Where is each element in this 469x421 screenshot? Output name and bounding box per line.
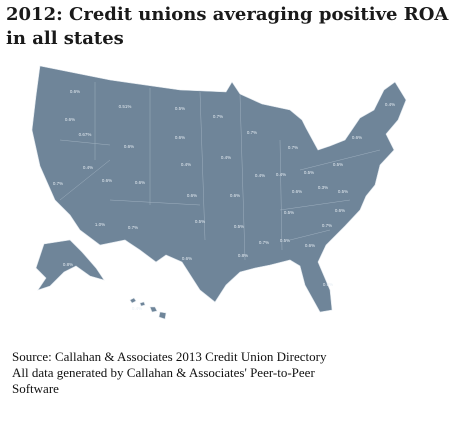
state-label: 0.6% — [70, 89, 80, 94]
state-labels: 0.6% 0.51% 0.5% 0.7% 0.6% 0.67% 0.6% 0.7% 0.7% 0.… — [53, 89, 395, 311]
state-borders — [59, 82, 381, 261]
state-label: 0.9% — [323, 282, 333, 287]
state-label: 0.8% — [238, 253, 248, 258]
state-label: 0.6% — [352, 135, 362, 140]
state-label: 0.4% — [276, 172, 286, 177]
title-line: in all states — [6, 28, 124, 49]
state-label: 0.6% — [335, 208, 345, 213]
state-label: 0.6% — [230, 193, 240, 198]
source-line: Software — [12, 381, 59, 396]
source-line: All data generated by Callahan & Associa… — [12, 365, 315, 380]
title-line: 2012: Credit unions averaging positive R… — [6, 4, 449, 25]
state-label: 0.8% — [63, 262, 73, 267]
state-label: 0.6% — [102, 178, 112, 183]
state-label: 0.7% — [322, 223, 332, 228]
state-label: 0.6% — [305, 243, 315, 248]
state-label: 0.6% — [124, 144, 134, 149]
state-label: 0.7% — [288, 145, 298, 150]
state-label: 0.7% — [128, 225, 138, 230]
state-label: 0.7% — [247, 130, 257, 135]
state-label: 0.4% — [221, 155, 231, 160]
state-label: 0.5% — [338, 189, 348, 194]
hawaii — [129, 297, 167, 320]
contiguous-us — [31, 65, 407, 313]
state-label: 0.5% — [234, 224, 244, 229]
alaska — [35, 239, 105, 291]
state-label: 0.6% — [175, 135, 185, 140]
state-label: 0.4% — [385, 102, 395, 107]
state-label: 0.6% — [182, 256, 192, 261]
state-label: 1.0% — [95, 222, 105, 227]
state-label: 0.5% — [280, 238, 290, 243]
state-label: 0.5% — [175, 106, 185, 111]
state-label: 0.5% — [333, 162, 343, 167]
state-label: 0.6% — [187, 193, 197, 198]
state-label: 0.4% — [132, 306, 142, 311]
state-label: 0.5% — [304, 170, 314, 175]
state-label: 0.5% — [284, 210, 294, 215]
state-label: 0.3% — [318, 185, 328, 190]
state-label: 0.5% — [195, 219, 205, 224]
state-label: 0.7% — [53, 181, 63, 186]
state-label: 0.4% — [83, 165, 93, 170]
state-label: 0.4% — [255, 173, 265, 178]
state-label: 0.6% — [65, 117, 75, 122]
source-line: Source: Callahan & Associates 2013 Credi… — [12, 349, 327, 364]
state-label: 0.6% — [292, 189, 302, 194]
us-map — [31, 65, 407, 320]
state-label: 0.6% — [135, 180, 145, 185]
state-label: 0.4% — [181, 162, 191, 167]
state-label: 0.7% — [213, 114, 223, 119]
state-label: 0.51% — [119, 104, 132, 109]
state-label: 0.67% — [79, 132, 92, 137]
state-label: 0.7% — [259, 240, 269, 245]
